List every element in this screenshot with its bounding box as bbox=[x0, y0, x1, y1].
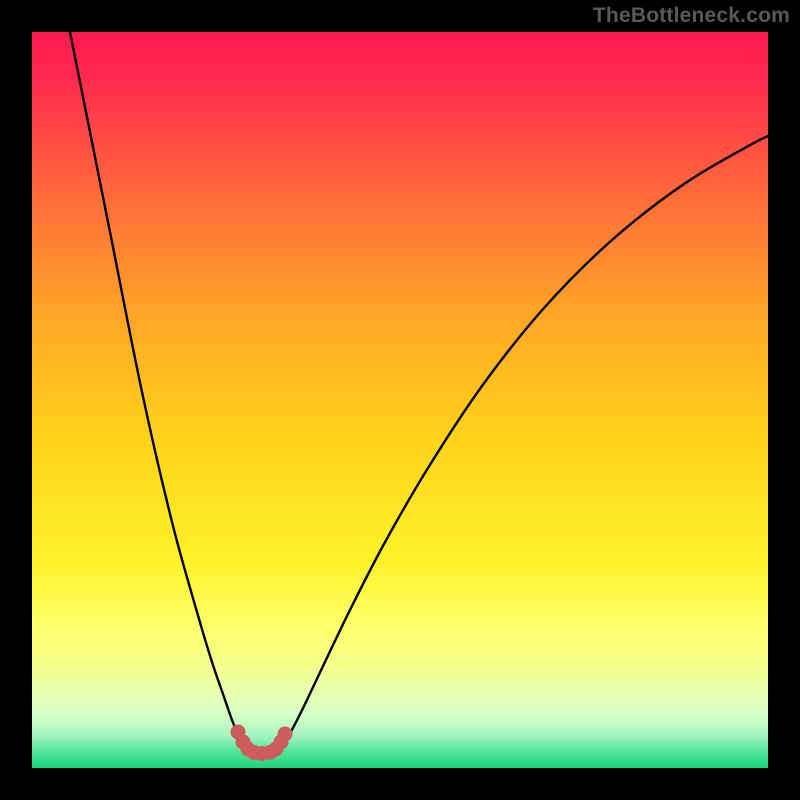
plot-area bbox=[32, 32, 768, 768]
chart-svg bbox=[32, 32, 768, 768]
watermark-text: TheBottleneck.com bbox=[593, 4, 790, 28]
gradient-background bbox=[32, 32, 768, 768]
trough-marker bbox=[278, 727, 293, 742]
chart-frame: TheBottleneck.com bbox=[0, 0, 800, 800]
